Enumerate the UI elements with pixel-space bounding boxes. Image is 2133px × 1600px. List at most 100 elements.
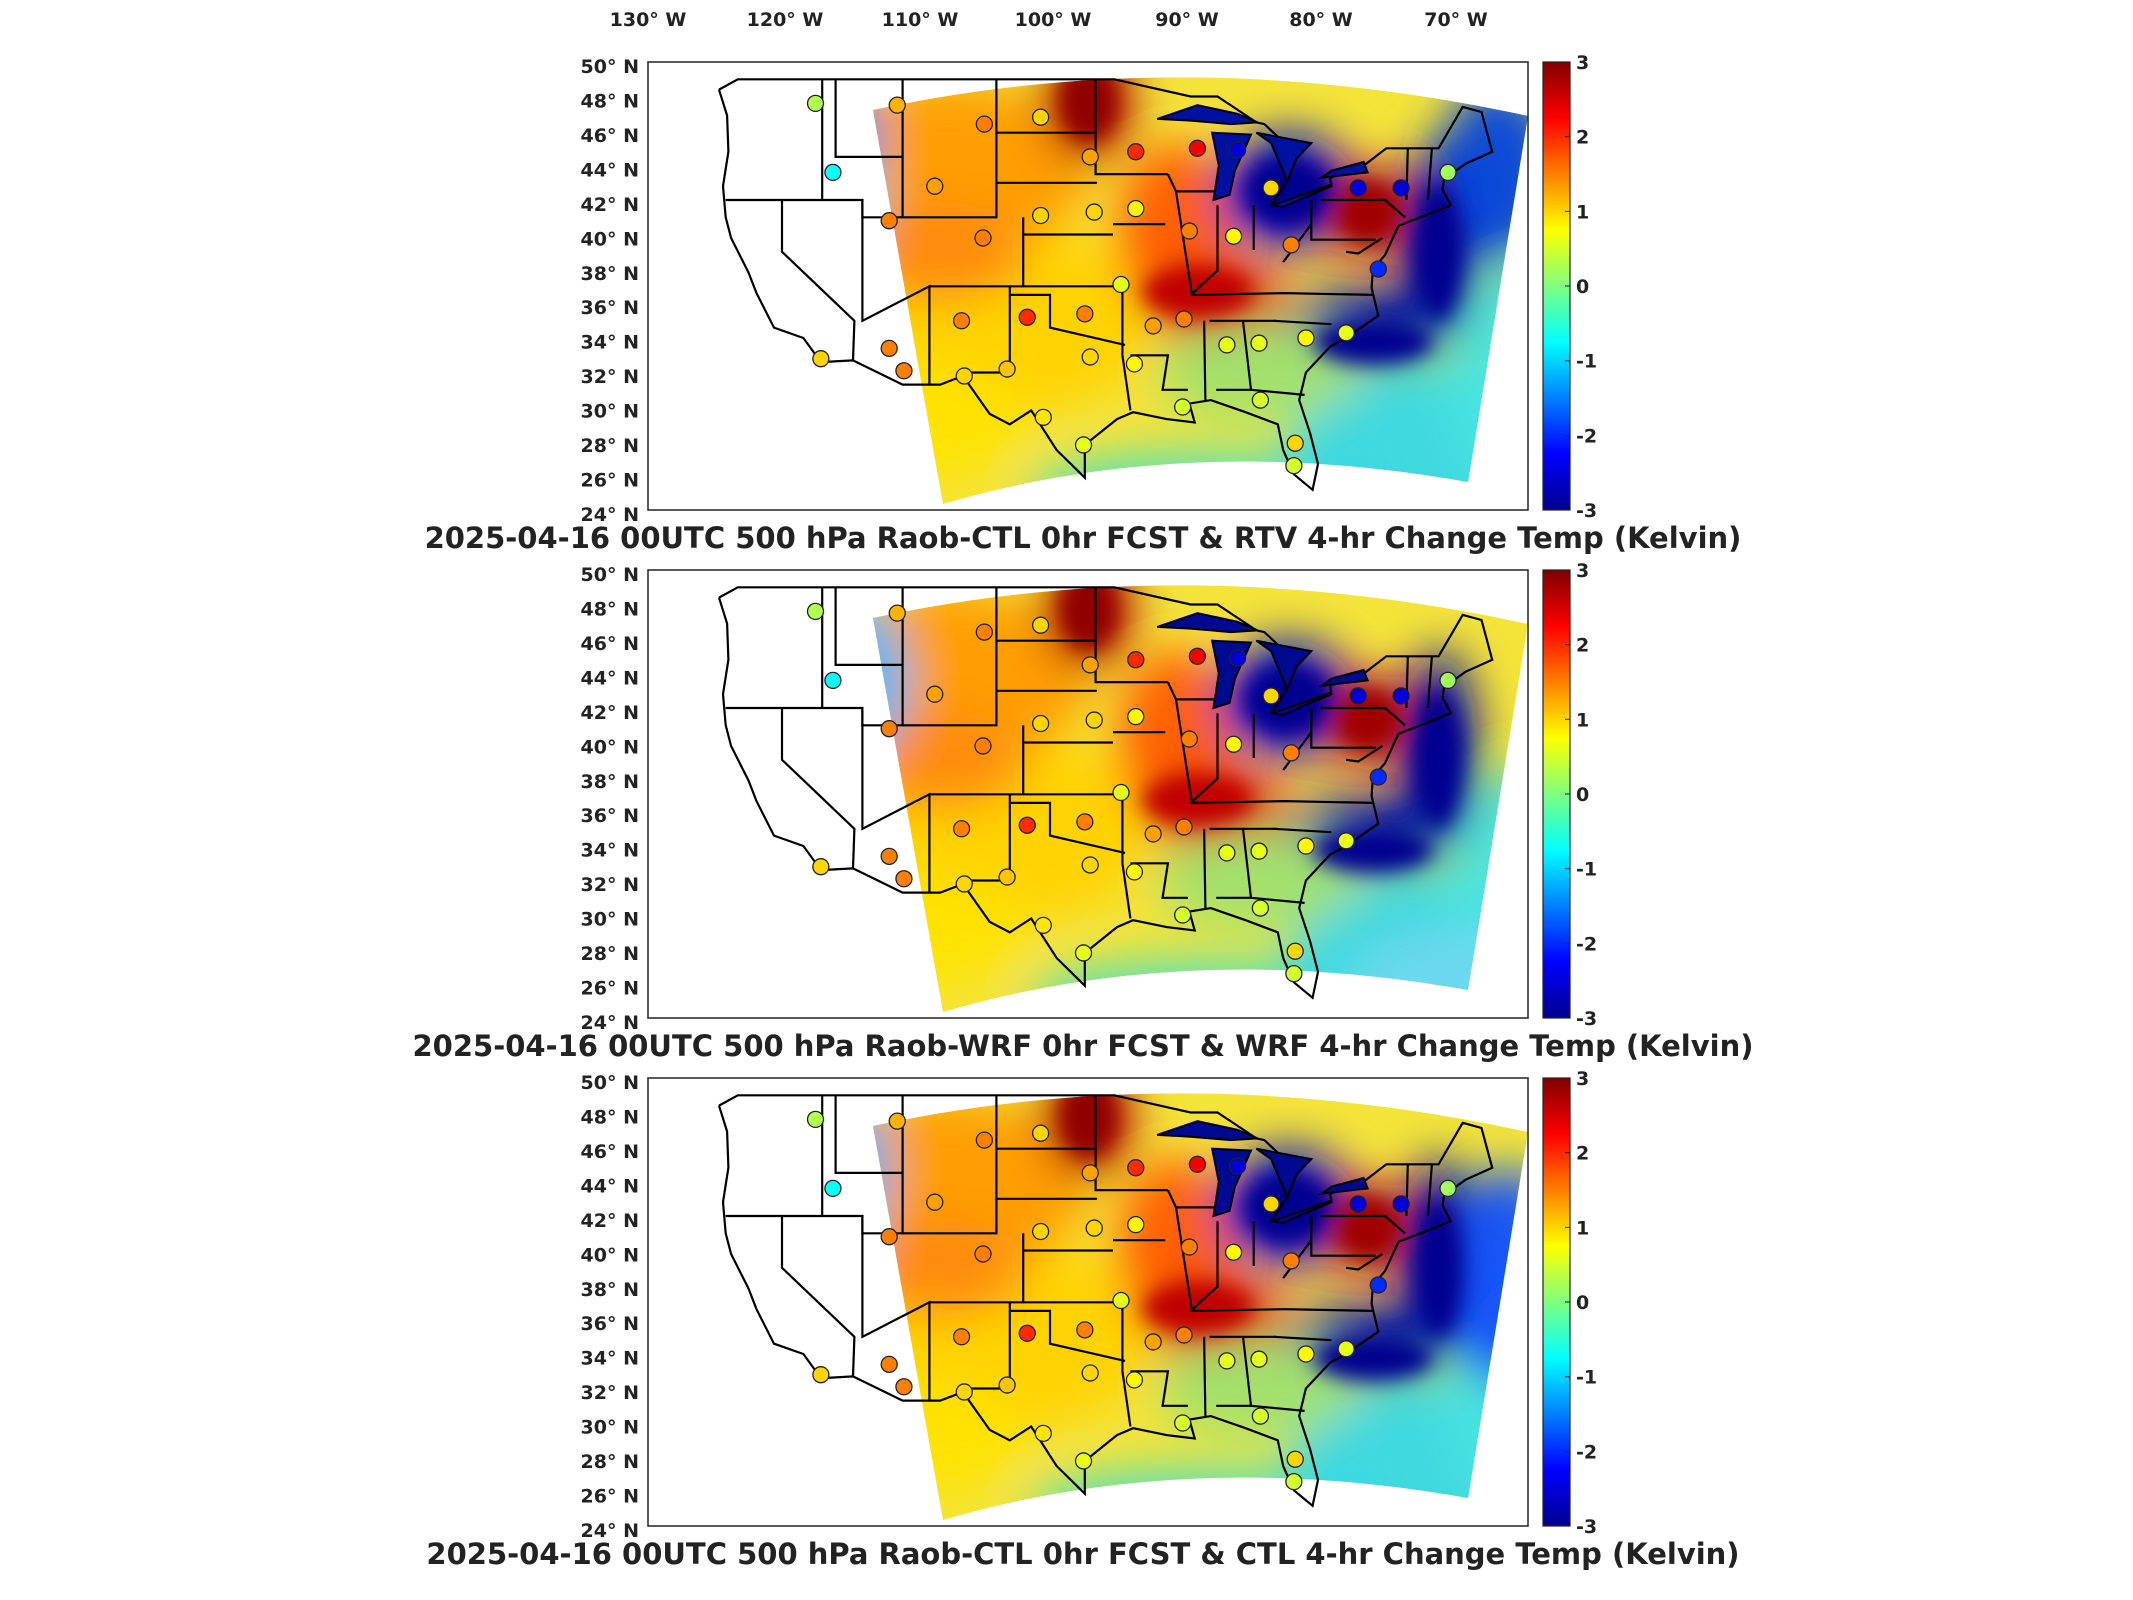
- station-marker: [1174, 1414, 1192, 1432]
- station-marker: [812, 858, 830, 876]
- state-border: [1166, 681, 1194, 804]
- station-marker: [1018, 816, 1036, 834]
- state-border: [1130, 862, 1188, 899]
- colorbar-label: -3: [1576, 500, 1597, 522]
- lat-label: 50° N: [581, 564, 639, 586]
- station-marker: [1250, 334, 1268, 352]
- station-marker: [1018, 308, 1036, 326]
- panel-title: 2025-04-16 00UTC 500 hPa Raob-CTL 0hr FC…: [425, 521, 1742, 555]
- lat-label: 30° N: [581, 1417, 639, 1439]
- lat-label: 50° N: [581, 56, 639, 78]
- lat-label: 36° N: [581, 1313, 639, 1335]
- state-border: [1009, 293, 1126, 346]
- station-marker: [1349, 687, 1367, 705]
- station-marker: [1125, 863, 1144, 881]
- state-border: [1310, 708, 1376, 749]
- station-marker: [952, 820, 971, 838]
- great-lake: [1156, 104, 1259, 126]
- station-marker: [926, 685, 944, 703]
- station-marker: [1175, 1326, 1193, 1344]
- station-marker: [1085, 711, 1103, 729]
- station-marker: [888, 604, 906, 622]
- station-marker: [952, 1328, 971, 1346]
- great-lake: [1255, 1147, 1314, 1200]
- colorbar-label: -1: [1576, 859, 1597, 881]
- latitude-labels: 50° N 48° N 46° N 44° N 42° N 40° N 38° N 36° N…: [581, 564, 639, 1034]
- state-border: [1320, 706, 1406, 727]
- lat-label: 40° N: [581, 1244, 639, 1266]
- station-marker: [1218, 844, 1236, 862]
- station-marker: [926, 177, 944, 195]
- station-marker: [974, 737, 992, 755]
- station-marker: [1251, 391, 1270, 409]
- station-markers: [806, 94, 1457, 475]
- station-marker: [1175, 310, 1193, 328]
- station-marker: [1297, 329, 1315, 347]
- station-marker: [1125, 1371, 1144, 1389]
- station-markers: [806, 602, 1457, 983]
- station-marker: [1085, 203, 1103, 221]
- station-marker: [1180, 730, 1199, 748]
- lon-label: 90° W: [1155, 9, 1219, 31]
- colorbar-label: 3: [1576, 52, 1589, 74]
- station-marker: [1188, 647, 1207, 665]
- station-marker: [1081, 348, 1099, 366]
- station-marker: [1127, 143, 1145, 161]
- state-border: [1273, 827, 1332, 834]
- station-marker: [812, 350, 830, 368]
- station-marker: [1127, 1159, 1145, 1177]
- lat-label: 48° N: [581, 1106, 639, 1128]
- state-border: [1009, 801, 1126, 854]
- station-marker: [998, 1376, 1016, 1394]
- station-marker: [1349, 1195, 1367, 1213]
- station-marker: [1392, 687, 1410, 705]
- state-borders: [717, 1094, 1494, 1508]
- state-border: [1166, 173, 1194, 296]
- station-marker: [1218, 1352, 1236, 1370]
- great-lake: [1318, 668, 1369, 688]
- station-marker: [1034, 1424, 1052, 1442]
- lat-label: 34° N: [581, 1348, 639, 1370]
- colorbar-label: 1: [1576, 1217, 1589, 1239]
- state-border: [1190, 291, 1373, 296]
- station-marker: [824, 671, 842, 690]
- station-marker: [895, 870, 913, 888]
- station-marker: [1262, 687, 1280, 705]
- state-border: [1345, 745, 1383, 763]
- lat-label: 30° N: [581, 909, 639, 931]
- station-marker: [1081, 148, 1099, 166]
- station-marker: [1112, 1291, 1130, 1310]
- station-marker: [1081, 1364, 1099, 1382]
- station-marker: [974, 1245, 992, 1263]
- state-border: [1203, 1336, 1207, 1417]
- latitude-labels: 50° N 48° N 46° N 44° N 42° N 40° N 38° N 36° N…: [581, 56, 639, 526]
- station-marker: [1081, 656, 1099, 674]
- station-marker: [926, 1193, 944, 1211]
- state-border: [1121, 286, 1132, 411]
- station-marker: [1076, 813, 1094, 831]
- station-marker: [1392, 1195, 1410, 1213]
- lat-label: 44° N: [581, 667, 639, 689]
- lat-label: 42° N: [581, 194, 639, 216]
- station-marker: [1250, 842, 1268, 860]
- lat-label: 38° N: [581, 263, 639, 285]
- lat-label: 26° N: [581, 470, 639, 492]
- station-marker: [1144, 317, 1162, 335]
- station-marker: [895, 1378, 913, 1396]
- lat-label: 42° N: [581, 1210, 639, 1232]
- station-marker: [1127, 651, 1145, 669]
- state-border: [1203, 828, 1207, 909]
- lat-label: 50° N: [581, 1072, 639, 1094]
- station-marker: [1337, 324, 1355, 342]
- station-marker: [1125, 355, 1144, 373]
- colorbar-label: 0: [1576, 784, 1589, 806]
- lat-label: 36° N: [581, 805, 639, 827]
- station-marker: [1081, 856, 1099, 874]
- station-marker: [888, 96, 906, 114]
- station-marker: [1180, 222, 1199, 240]
- station-marker: [1034, 408, 1052, 427]
- temperature-field: [873, 585, 1528, 1012]
- latitude-labels: 50° N 48° N 46° N 44° N 42° N 40° N 38° N 36° N…: [581, 1072, 639, 1542]
- station-marker: [824, 163, 842, 182]
- lat-label: 30° N: [581, 401, 639, 423]
